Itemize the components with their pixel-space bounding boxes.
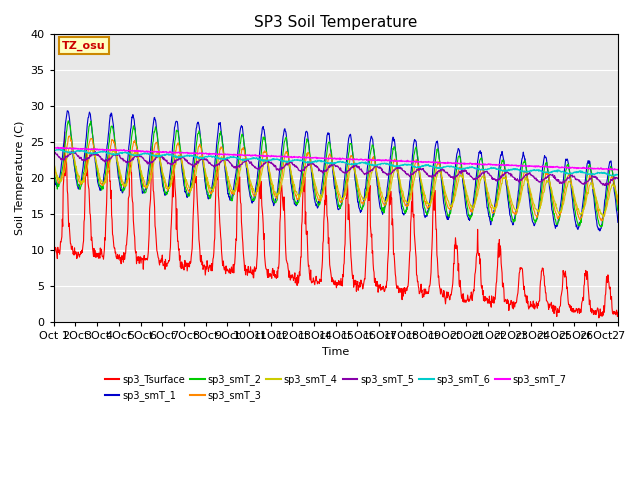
- sp3_smT_1: [63, 108, 71, 114]
- sp3_smT_7: [520, 163, 527, 169]
- sp3_smT_6: [608, 173, 616, 179]
- sp3_Tsurface: [275, 264, 282, 270]
- sp3_smT_2: [535, 209, 543, 215]
- sp3_smT_3: [50, 161, 58, 167]
- sp3_smT_4: [418, 179, 426, 184]
- sp3_smT_7: [535, 163, 543, 169]
- sp3_smT_5: [602, 182, 609, 188]
- sp3_smT_5: [577, 180, 584, 185]
- sp3_smT_4: [600, 214, 607, 220]
- sp3_smT_1: [535, 203, 543, 209]
- sp3_smT_6: [275, 156, 282, 162]
- sp3_smT_2: [520, 159, 527, 165]
- sp3_smT_7: [609, 167, 617, 173]
- sp3_smT_2: [577, 216, 584, 221]
- sp3_smT_7: [275, 154, 282, 159]
- sp3_smT_6: [418, 163, 426, 169]
- Title: SP3 Soil Temperature: SP3 Soil Temperature: [254, 15, 417, 30]
- sp3_smT_4: [50, 161, 58, 167]
- sp3_smT_5: [534, 178, 542, 184]
- sp3_smT_5: [520, 174, 527, 180]
- sp3_smT_6: [520, 168, 527, 174]
- Line: sp3_smT_5: sp3_smT_5: [54, 150, 618, 185]
- sp3_smT_7: [418, 159, 426, 165]
- sp3_smT_4: [275, 192, 282, 198]
- sp3_Tsurface: [577, 310, 584, 315]
- sp3_smT_1: [577, 216, 584, 221]
- sp3_smT_3: [614, 201, 621, 207]
- sp3_smT_6: [535, 168, 543, 174]
- sp3_smT_7: [577, 165, 584, 171]
- sp3_smT_2: [65, 118, 72, 124]
- sp3_smT_3: [362, 194, 370, 200]
- sp3_smT_5: [614, 175, 621, 181]
- sp3_Tsurface: [362, 257, 370, 263]
- Y-axis label: Soil Temperature (C): Soil Temperature (C): [15, 121, 25, 235]
- sp3_Tsurface: [595, 315, 603, 321]
- sp3_smT_4: [535, 208, 543, 214]
- sp3_smT_1: [275, 182, 282, 188]
- sp3_smT_6: [614, 172, 621, 178]
- sp3_smT_7: [614, 167, 621, 173]
- sp3_smT_7: [54, 144, 61, 150]
- sp3_smT_7: [50, 145, 58, 151]
- Line: sp3_Tsurface: sp3_Tsurface: [54, 132, 618, 318]
- sp3_smT_6: [50, 147, 58, 153]
- sp3_smT_7: [362, 156, 370, 162]
- Line: sp3_smT_3: sp3_smT_3: [54, 136, 618, 221]
- sp3_smT_3: [275, 191, 282, 197]
- sp3_Tsurface: [418, 289, 426, 295]
- sp3_smT_1: [596, 228, 604, 234]
- Line: sp3_smT_6: sp3_smT_6: [54, 149, 618, 176]
- sp3_smT_1: [50, 170, 58, 176]
- sp3_Tsurface: [614, 310, 621, 316]
- sp3_smT_2: [275, 189, 282, 195]
- sp3_smT_1: [614, 219, 621, 225]
- sp3_smT_3: [535, 209, 543, 215]
- sp3_smT_5: [50, 147, 58, 153]
- sp3_Tsurface: [50, 248, 58, 254]
- sp3_smT_5: [362, 170, 369, 176]
- sp3_smT_1: [362, 182, 370, 188]
- sp3_smT_6: [56, 146, 64, 152]
- sp3_Tsurface: [520, 287, 527, 292]
- sp3_smT_3: [520, 171, 527, 177]
- sp3_smT_4: [577, 211, 584, 217]
- Line: sp3_smT_4: sp3_smT_4: [54, 147, 618, 217]
- sp3_smT_3: [66, 133, 74, 139]
- sp3_smT_2: [597, 224, 605, 230]
- Line: sp3_smT_2: sp3_smT_2: [54, 121, 618, 227]
- sp3_Tsurface: [61, 129, 68, 135]
- Text: TZ_osu: TZ_osu: [62, 40, 106, 50]
- sp3_smT_6: [577, 168, 584, 174]
- sp3_smT_4: [362, 196, 370, 202]
- sp3_smT_3: [418, 180, 426, 185]
- sp3_smT_2: [614, 208, 621, 214]
- Line: sp3_smT_7: sp3_smT_7: [54, 147, 618, 170]
- sp3_smT_1: [418, 192, 426, 198]
- sp3_Tsurface: [535, 299, 543, 304]
- sp3_smT_4: [66, 144, 74, 150]
- sp3_smT_4: [614, 197, 621, 203]
- sp3_smT_6: [362, 161, 370, 167]
- sp3_smT_5: [274, 166, 282, 171]
- sp3_smT_2: [418, 184, 426, 190]
- sp3_smT_3: [577, 216, 584, 221]
- sp3_smT_3: [598, 218, 605, 224]
- sp3_smT_2: [50, 167, 58, 172]
- sp3_smT_4: [520, 182, 527, 188]
- sp3_smT_2: [362, 189, 370, 194]
- Legend: sp3_Tsurface, sp3_smT_1, sp3_smT_2, sp3_smT_3, sp3_smT_4, sp3_smT_5, sp3_smT_6, : sp3_Tsurface, sp3_smT_1, sp3_smT_2, sp3_…: [101, 371, 571, 405]
- sp3_smT_5: [417, 166, 425, 172]
- Line: sp3_smT_1: sp3_smT_1: [54, 111, 618, 231]
- sp3_smT_1: [520, 153, 527, 159]
- X-axis label: Time: Time: [322, 347, 349, 357]
